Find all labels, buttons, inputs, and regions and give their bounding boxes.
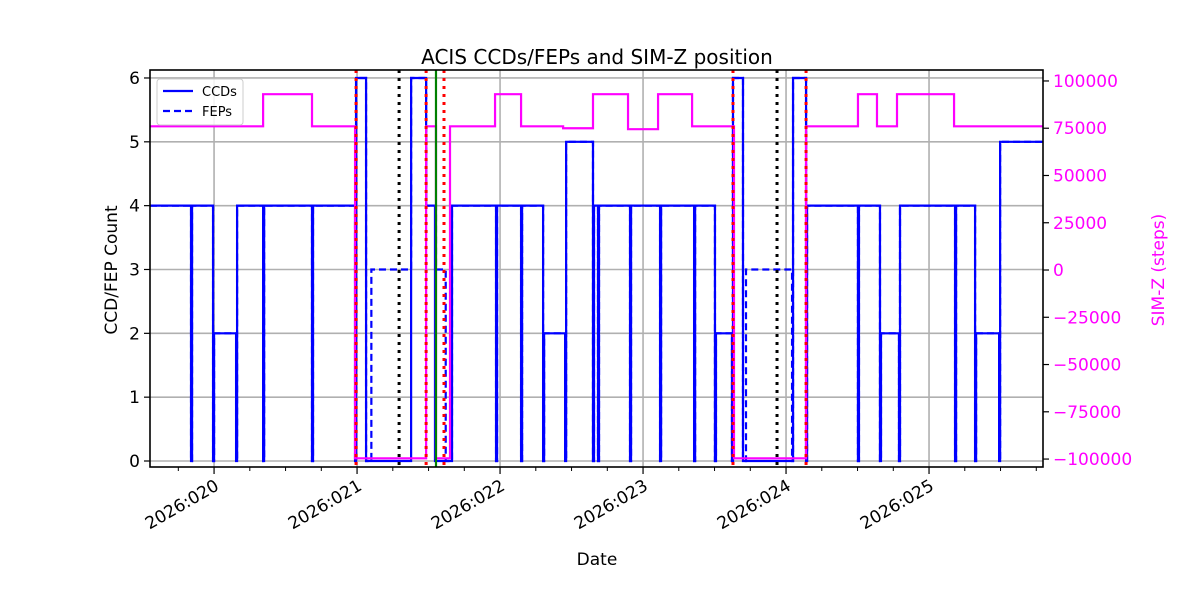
- y-tick-label: 2: [129, 324, 140, 344]
- y-right-tick-label: −75000: [1053, 403, 1121, 423]
- legend-ccds-label: CCDs: [202, 85, 237, 100]
- x-tick-label: 2026:024: [714, 476, 795, 534]
- y-right-tick-label: −50000: [1053, 356, 1121, 376]
- series-sim-z-line: [150, 93, 1043, 460]
- y-tick-label: 3: [129, 260, 140, 280]
- series-feps-line: [150, 76, 1043, 463]
- y-tick-label: 4: [129, 197, 140, 217]
- plot-area: [150, 70, 1043, 467]
- x-tick-label: 2026:023: [571, 476, 652, 534]
- y-right-tick-label: 25000: [1053, 214, 1107, 234]
- y-tick-label: 6: [129, 69, 140, 89]
- x-axis-label: Date: [577, 550, 618, 570]
- x-tick-label: 2026:022: [428, 476, 509, 534]
- x-tick-label: 2026:020: [142, 476, 223, 534]
- y-right-tick-label: −100000: [1053, 450, 1132, 470]
- legend-feps-label: FEPs: [202, 105, 232, 120]
- grid: [150, 70, 1043, 467]
- y-right-tick-label: 75000: [1053, 119, 1107, 139]
- y-right-tick-label: 100000: [1053, 72, 1118, 92]
- chart-title: ACIS CCDs/FEPs and SIM-Z position: [421, 45, 773, 69]
- y-tick-label: 5: [129, 133, 140, 153]
- y-right-tick-label: −25000: [1053, 308, 1121, 328]
- legend: CCDs FEPs: [156, 78, 244, 126]
- y-right-tick-label: 50000: [1053, 166, 1107, 186]
- x-tick-label: 2026:021: [285, 476, 366, 534]
- y-axis-label: CCD/FEP Count: [102, 205, 122, 335]
- y-tick-label: 1: [129, 388, 140, 408]
- y-tick-label: 0: [129, 452, 140, 472]
- y-axis-right-label: SIM-Z (steps): [1149, 214, 1169, 327]
- plot-frame: [149, 69, 1044, 468]
- y-right-tick-label: 0: [1053, 261, 1064, 281]
- x-tick-label: 2026:025: [857, 476, 938, 534]
